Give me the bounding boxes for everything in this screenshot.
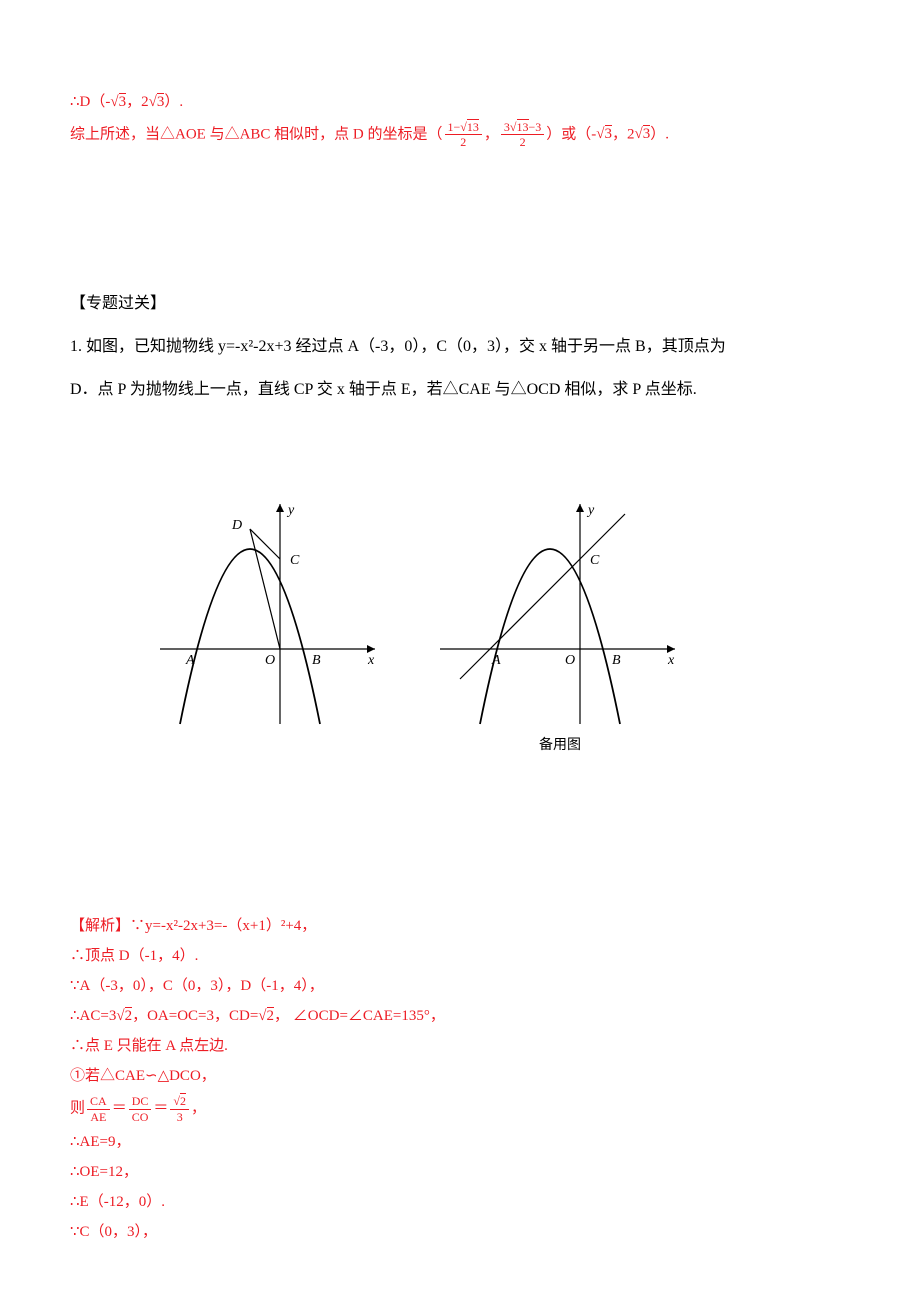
- sol-line-10: ∴E（-12，0）.: [70, 1190, 850, 1214]
- conclusion-line-1: ∴D（-3，23）.: [70, 90, 850, 114]
- fraction-ca-ae: CA AE: [87, 1094, 110, 1124]
- label-C: C: [290, 553, 300, 568]
- problem-line-1: 1. 如图，已知抛物线 y=-x²-2x+3 经过点 A（-3，0），C（0，3…: [70, 329, 850, 364]
- figure-row: y x D C A O B y x C A O B 备用图: [150, 489, 850, 754]
- parabola-figure-2: y x C A O B: [430, 489, 690, 729]
- figure-caption: 备用图: [430, 734, 690, 754]
- top-conclusion-block: ∴D（-3，23）. 综上所述，当△AOE 与△ABC 相似时，点 D 的坐标是…: [70, 90, 850, 150]
- sol-line-4: ∴AC=32，OA=OC=3，CD=2， ∠OCD=∠CAE=135°，: [70, 1004, 850, 1028]
- svg-text:A: A: [491, 653, 501, 668]
- sqrt-2: 2: [258, 1004, 274, 1028]
- label-D: D: [231, 518, 242, 533]
- sol-line-3: ∵A（-3，0），C（0，3），D（-1，4），: [70, 974, 850, 998]
- sol-line-8: ∴AE=9，: [70, 1130, 850, 1154]
- sqrt-2: 2: [116, 1004, 132, 1028]
- label-B: B: [312, 653, 321, 668]
- figure-right: y x C A O B 备用图: [430, 489, 690, 754]
- problem-line-2: D．点 P 为抛物线上一点，直线 CP 交 x 轴于点 E，若△CAE 与△OC…: [70, 372, 850, 407]
- sqrt-3: 3: [635, 122, 651, 146]
- sol-line-9: ∴OE=12，: [70, 1160, 850, 1184]
- label-y: y: [286, 503, 295, 518]
- sol-line-2: ∴顶点 D（-1，4）.: [70, 944, 850, 968]
- svg-text:x: x: [667, 653, 675, 668]
- sol-line-5: ∴点 E 只能在 A 点左边.: [70, 1034, 850, 1058]
- svg-text:O: O: [565, 653, 575, 668]
- conclusion-line-2: 综上所述，当△AOE 与△ABC 相似时，点 D 的坐标是（ 1−13 2 ， …: [70, 120, 850, 150]
- svg-text:C: C: [590, 553, 600, 568]
- svg-text:y: y: [586, 503, 595, 518]
- sqrt-3: 3: [110, 90, 126, 114]
- fraction-2: 313−3 2: [501, 120, 544, 150]
- solution-block: 【解析】∵y=-x²-2x+3=-（x+1）²+4， ∴顶点 D（-1，4）. …: [70, 914, 850, 1244]
- sol-line-11: ∵C（0，3），: [70, 1220, 850, 1244]
- label-O: O: [265, 653, 275, 668]
- sqrt-3: 3: [149, 90, 165, 114]
- svg-text:B: B: [612, 653, 621, 668]
- fraction-sqrt2-3: 2 3: [170, 1094, 189, 1124]
- label-A: A: [185, 653, 195, 668]
- figure-left: y x D C A O B: [150, 489, 390, 754]
- section-title: 【专题过关】: [70, 286, 850, 321]
- label-x: x: [367, 653, 375, 668]
- parabola-figure-1: y x D C A O B: [150, 489, 390, 729]
- sol-line-1: 【解析】∵y=-x²-2x+3=-（x+1）²+4，: [70, 914, 850, 938]
- fraction-1: 1−13 2: [445, 120, 482, 150]
- sol-line-6: ①若△CAE∽△DCO，: [70, 1064, 850, 1088]
- sqrt-3: 3: [596, 122, 612, 146]
- sol-line-7: 则 CA AE ＝ DC CO ＝ 2 3 ，: [70, 1094, 850, 1124]
- fraction-dc-co: DC CO: [129, 1094, 152, 1124]
